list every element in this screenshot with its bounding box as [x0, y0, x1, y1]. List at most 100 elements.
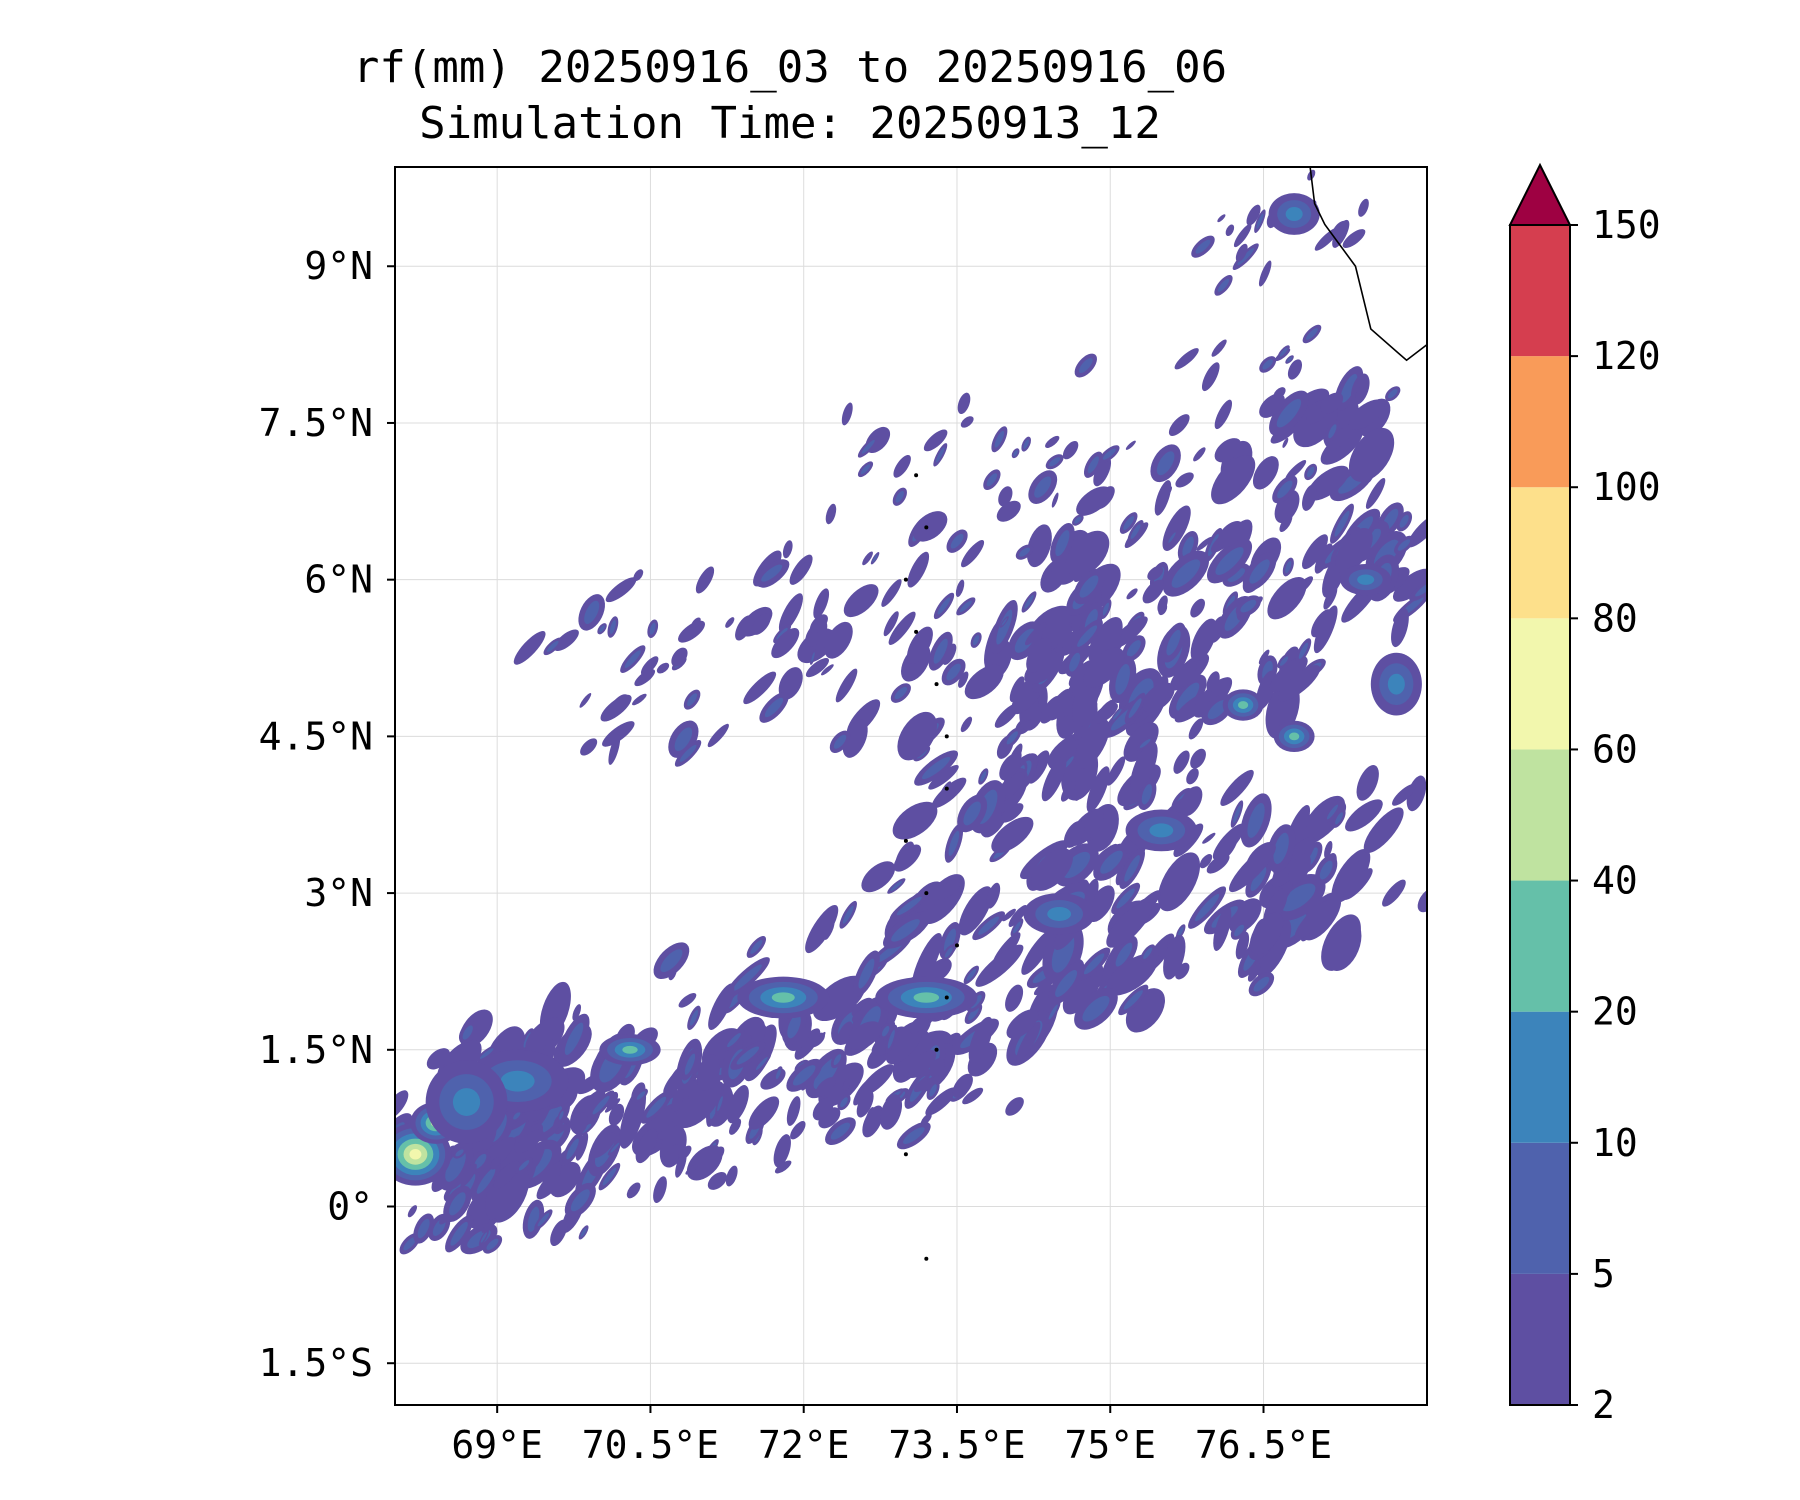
- plot-frame: [394, 166, 1428, 1406]
- rain-cell: [493, 1160, 520, 1189]
- colorbar-label: 40: [1592, 859, 1638, 903]
- rain-cell: [842, 719, 868, 758]
- rain-cell-core: [860, 464, 871, 475]
- rain-cell-core: [1237, 248, 1255, 266]
- rain-cell: [1206, 853, 1230, 874]
- rain-cell-core: [479, 1048, 494, 1059]
- rain-cell: [653, 1176, 667, 1204]
- rain-cell: [1062, 440, 1079, 460]
- rain-cell: [1450, 445, 1498, 486]
- rain-cell: [1076, 486, 1112, 516]
- rain-cell: [751, 613, 771, 635]
- rain-cell-core: [1286, 356, 1293, 363]
- rain-core-level-2: [452, 1088, 481, 1116]
- rain-cell-core: [1123, 990, 1143, 1010]
- rain-cell: [1060, 780, 1077, 802]
- rain-cell-core: [646, 1096, 667, 1118]
- rain-core-level-2: [500, 1070, 535, 1092]
- lat-tick-label: 9°N: [304, 244, 373, 288]
- rain-cell-core: [1082, 995, 1110, 1022]
- rain-cell: [1294, 900, 1331, 940]
- rain-cell: [1259, 393, 1285, 418]
- rain-cell: [897, 711, 938, 761]
- rain-cell: [1196, 536, 1213, 551]
- rain-cell: [1407, 513, 1427, 548]
- rain-cell-core: [736, 1046, 760, 1065]
- island-dot: [924, 1256, 929, 1261]
- rain-core-level-2: [1047, 907, 1072, 921]
- rain-cell: [1193, 677, 1233, 718]
- rain-cell-core: [559, 1111, 564, 1120]
- rain-cell: [726, 1085, 749, 1124]
- rain-cell: [579, 692, 592, 708]
- rain-cell-core: [476, 1168, 496, 1194]
- rain-cell-core: [1123, 516, 1135, 530]
- lat-tick-label: 1.5°S: [259, 1341, 373, 1385]
- rain-cell-core: [417, 1218, 430, 1239]
- rain-cell-core: [1013, 450, 1018, 457]
- colorbar-segment: [1510, 880, 1570, 1012]
- rain-cell: [686, 1145, 723, 1181]
- rain-cell-core: [750, 940, 763, 954]
- rain-cell: [1188, 718, 1204, 740]
- rain-cell: [600, 694, 632, 722]
- rain-cell: [906, 626, 933, 665]
- island-dot: [924, 525, 929, 530]
- rain-cell-core: [1319, 860, 1333, 880]
- rain-cell: [1392, 783, 1416, 806]
- rain-cell-core: [1234, 924, 1245, 937]
- rain-cell: [962, 1087, 984, 1105]
- rain-cell-core: [1217, 278, 1230, 292]
- rain-cell: [1092, 702, 1118, 724]
- rain-cell-core: [1249, 559, 1270, 584]
- island-dot: [954, 943, 959, 948]
- rain-cell: [1362, 144, 1372, 160]
- rain-cell-core: [1279, 347, 1288, 357]
- rain-cell-core: [1233, 805, 1241, 823]
- rain-cell: [815, 1077, 836, 1097]
- rain-cell: [407, 1205, 418, 1218]
- rain-cell-core: [1074, 516, 1082, 524]
- rain-cell: [580, 738, 598, 756]
- rain-cell: [1391, 608, 1409, 648]
- rain-cell: [1288, 853, 1311, 885]
- rain-cell: [794, 1028, 821, 1060]
- rain-cell-core: [935, 447, 945, 463]
- lon-tick-label: 76.5°E: [1195, 1423, 1332, 1467]
- rain-cell-core: [1069, 652, 1081, 672]
- rain-cell-core: [1024, 595, 1034, 609]
- rain-cell: [1249, 912, 1284, 955]
- rain-cell: [602, 721, 635, 747]
- rain-cell: [1083, 647, 1125, 688]
- rain-cell-core: [1279, 656, 1289, 666]
- rain-cell: [1345, 799, 1383, 832]
- rain-cell-core: [546, 640, 559, 652]
- rain-cell-core: [1115, 942, 1133, 967]
- rain-cell: [1430, 580, 1445, 601]
- rain-cell: [531, 1140, 546, 1169]
- rain-cell: [955, 579, 965, 597]
- rain-cell: [1005, 1097, 1024, 1116]
- rain-cell: [1168, 414, 1190, 437]
- rain-cell-core: [610, 1142, 620, 1153]
- rain-cell: [1074, 718, 1110, 769]
- lat-tick-label: 4.5°N: [259, 714, 373, 758]
- rain-cell: [786, 1096, 801, 1126]
- rain-cell-core: [1215, 547, 1244, 575]
- rain-cell-core: [787, 1014, 801, 1039]
- colorbar-label: 5: [1592, 1252, 1615, 1296]
- rain-cell-core: [1019, 547, 1031, 557]
- rain-cell-core: [527, 1206, 540, 1232]
- rain-cell: [851, 1010, 863, 1023]
- rain-cell: [1088, 617, 1123, 664]
- rain-cell: [957, 392, 971, 415]
- rain-cell: [1031, 848, 1073, 891]
- rain-cell: [1213, 906, 1232, 951]
- rain-cell: [818, 1107, 841, 1129]
- rain-cell: [1045, 435, 1060, 448]
- rain-core-level-3: [1289, 732, 1300, 741]
- rain-cell: [608, 734, 621, 765]
- rain-cell-core: [1195, 239, 1211, 254]
- rain-cell-core: [872, 554, 878, 563]
- rain-cell: [908, 1050, 937, 1078]
